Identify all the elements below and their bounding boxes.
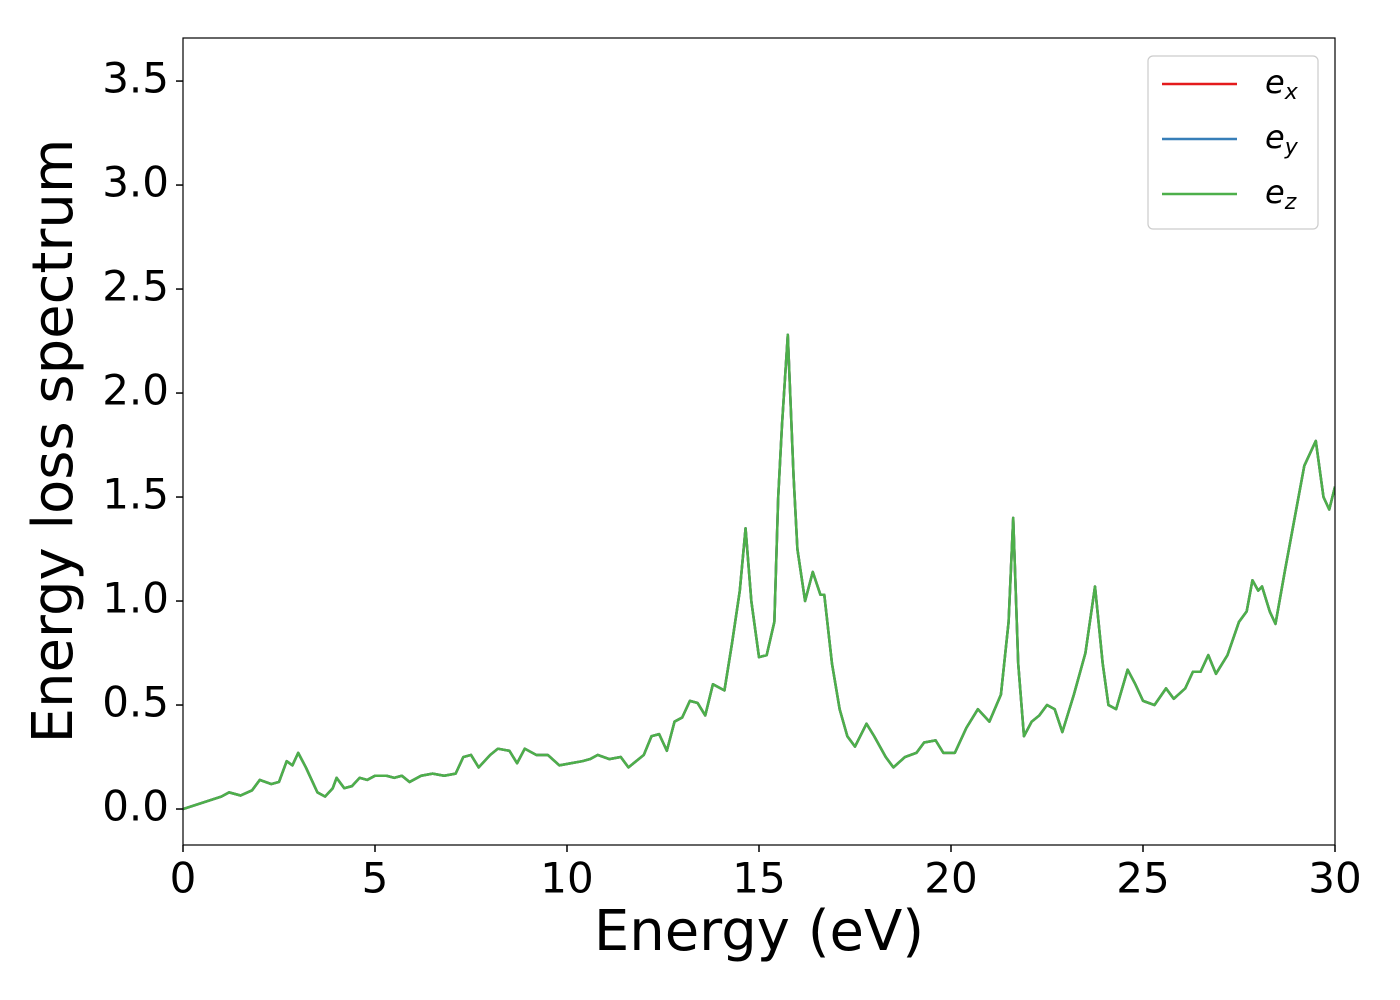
y-tick-label: 2.0: [102, 366, 169, 415]
y-tick-label: 3.0: [102, 158, 169, 207]
y-tick-label: 0.0: [102, 782, 169, 831]
series-line: [183, 333, 1335, 811]
legend-label: ez: [1265, 173, 1297, 215]
legend-label: ex: [1265, 63, 1299, 105]
x-tick-label: 10: [540, 854, 593, 903]
x-tick-label: 20: [924, 854, 977, 903]
x-tick-label: 15: [732, 854, 785, 903]
y-tick-label: 2.5: [102, 262, 169, 311]
y-axis-label: Energy loss spectrum: [21, 139, 86, 744]
legend-label: ey: [1265, 118, 1299, 160]
x-tick-label: 25: [1116, 854, 1169, 903]
x-tick-label: 0: [170, 854, 197, 903]
x-tick-label: 5: [362, 854, 389, 903]
legend-box: [1147, 55, 1319, 230]
plot-frame: [182, 37, 1336, 846]
x-axis-label: Energy (eV): [594, 899, 924, 964]
y-tick-label: 1.5: [102, 470, 169, 519]
y-tick-label: 1.0: [102, 574, 169, 623]
y-tick-label: 3.5: [102, 54, 169, 103]
y-tick-label: 0.5: [102, 678, 169, 727]
series-line: [183, 333, 1335, 811]
series-line: [183, 333, 1335, 811]
x-tick-label: 30: [1308, 854, 1361, 903]
